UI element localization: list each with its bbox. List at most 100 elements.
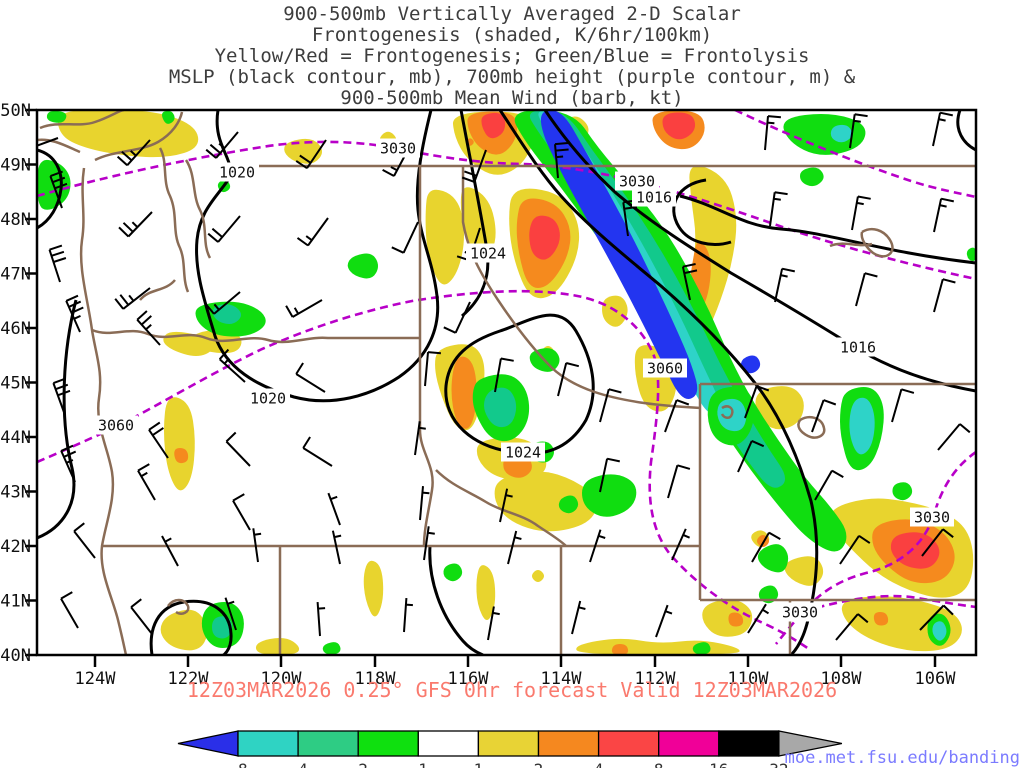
shaded-region — [966, 247, 976, 262]
geography-borders — [37, 110, 976, 655]
wind-barb — [891, 388, 915, 423]
wind-barb — [671, 528, 691, 561]
title-block: 900-500mb Vertically Averaged 2-D Scalar… — [169, 3, 856, 109]
shaded-region — [740, 355, 761, 374]
contour-label-box — [615, 171, 659, 191]
wind-barb — [423, 526, 435, 561]
wind-barb — [316, 602, 326, 637]
lake-detail — [167, 598, 190, 615]
title-line-3: Yellow/Red = Frontogenesis; Green/Blue =… — [215, 45, 810, 67]
contour-label: 3030 — [782, 604, 818, 622]
contour-label: 3060 — [98, 417, 134, 435]
shaded-region — [494, 471, 597, 532]
shaded-region — [532, 570, 544, 582]
wind-barb — [443, 301, 471, 334]
wind-barb — [461, 149, 487, 183]
wind-barb — [414, 421, 426, 456]
contour-label-box — [376, 138, 420, 158]
shaded-region — [164, 397, 195, 491]
wind-barb — [60, 591, 79, 629]
shaded-region — [460, 187, 496, 257]
lat-label: 49N — [0, 156, 31, 176]
shaded-region — [784, 556, 824, 586]
wind-barb — [130, 598, 153, 635]
contour-label-box — [632, 187, 676, 207]
contour-label: 1024 — [505, 444, 541, 462]
lon-label: 116W — [448, 669, 490, 689]
wind-barb — [116, 139, 151, 167]
shaded-region — [662, 112, 696, 140]
lat-label: 45N — [0, 374, 31, 394]
wind-barb — [49, 170, 68, 209]
colorbar-segment — [357, 730, 419, 757]
wind-barb — [136, 310, 161, 346]
contour-labels: 1020303030301016102410163060102030601024… — [94, 138, 954, 622]
wind-barb — [224, 597, 237, 631]
colorbar-segment — [477, 730, 540, 757]
lake-flathead — [860, 228, 894, 258]
shaded-region — [582, 474, 637, 517]
shaded-region — [611, 644, 629, 655]
wind-barb — [327, 492, 341, 526]
shaded-region — [702, 599, 753, 637]
wind-barb — [205, 131, 239, 159]
wind-barb — [554, 142, 569, 179]
contour-label-box — [94, 415, 138, 435]
lon-label: 106W — [915, 669, 957, 689]
wind-barb — [419, 486, 430, 521]
wind-barb — [932, 111, 954, 147]
colorbar-segment — [237, 730, 299, 757]
wind-barb — [65, 294, 84, 333]
shaded-region — [757, 544, 789, 573]
contour-label-box — [501, 442, 545, 462]
title-line-2: Frontogenesis (shaded, K/6hr/100km) — [312, 24, 712, 46]
wind-barb — [737, 439, 765, 473]
shaded-region — [873, 612, 889, 626]
wind-barb — [655, 604, 673, 638]
shaded-region — [783, 114, 866, 155]
mslp-contour — [37, 148, 63, 230]
wind-barb — [921, 528, 954, 557]
wind-barb — [331, 530, 342, 565]
source-link[interactable]: moe.met.fsu.edu/banding — [785, 748, 1020, 768]
wind-barb — [52, 377, 71, 416]
colorbar-segment — [658, 730, 720, 757]
shaded-region — [892, 482, 913, 501]
shaded-region — [576, 638, 740, 655]
wind-barb — [937, 423, 971, 451]
shaded-region — [322, 642, 341, 655]
wind-barb — [60, 444, 77, 483]
wind-barb — [424, 351, 441, 387]
wind-barb — [232, 493, 251, 531]
shaded-region — [166, 140, 178, 152]
colorbar-left-arrow — [177, 730, 239, 757]
lon-label: 124W — [75, 669, 117, 689]
coastline-detail — [139, 279, 176, 301]
height-contour — [734, 110, 976, 199]
lon-label: 112W — [635, 669, 677, 689]
wind-barb — [933, 197, 955, 233]
mslp-contour — [672, 178, 732, 246]
lat-label: 42N — [0, 537, 31, 557]
wind-barb — [933, 278, 956, 313]
lon-label: 118W — [355, 669, 397, 689]
wind-barb — [295, 362, 326, 393]
shaded-region — [476, 565, 496, 620]
wind-barb — [744, 385, 770, 419]
wind-barb — [137, 463, 156, 501]
wind-barb — [391, 221, 419, 254]
shaded-region — [284, 138, 323, 164]
colorbar-segment — [417, 730, 480, 757]
wind-barb — [207, 215, 241, 243]
colorbar-tick-label: 32 — [769, 760, 788, 768]
mslp-contour — [195, 110, 440, 403]
contour-label: 3060 — [647, 360, 683, 378]
lon-label: 122W — [168, 669, 210, 689]
wind-barb — [218, 348, 246, 383]
mslp-contour — [149, 599, 233, 655]
colorbar-tick-label: 1 — [474, 760, 484, 768]
shaded-region — [174, 448, 189, 464]
contour-label: 1016 — [636, 189, 672, 207]
axis-labels: 50N 49N 48N 47N 46N 45N 44N 43N 42N 41N 40N 124W 122… — [0, 101, 956, 689]
lat-label: 44N — [0, 428, 31, 448]
